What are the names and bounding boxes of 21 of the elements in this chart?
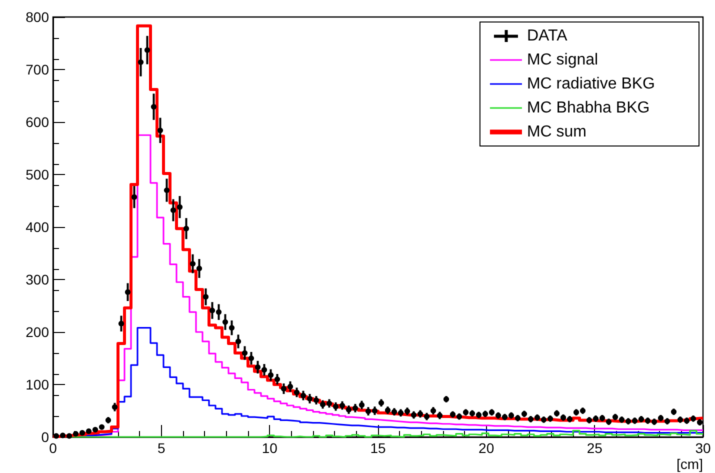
x-tick-label: 10	[262, 440, 278, 456]
y-tick-label: 400	[26, 219, 50, 235]
legend-label: MC Bhabha BKG	[526, 100, 650, 116]
x-tick-label: 25	[586, 440, 603, 456]
y-tick-label: 600	[26, 114, 50, 130]
x-tick-label: 5	[157, 440, 166, 456]
legend-label: DATA	[526, 28, 568, 44]
x-tick-label: 30	[695, 440, 711, 456]
x-tick-label: 15	[370, 440, 386, 456]
y-tick-label: 800	[26, 9, 50, 25]
y-tick-label: 200	[26, 324, 50, 340]
x-tick-label: 20	[478, 440, 494, 456]
legend-label: MC signal	[526, 52, 598, 68]
y-tick-label: 0	[41, 429, 50, 445]
y-tick-label: 700	[26, 62, 50, 78]
y-tick-label: 100	[26, 376, 50, 392]
y-tick-label: 500	[26, 166, 50, 182]
legend-label: MC sum	[526, 124, 587, 140]
legend-label: MC radiative BKG	[526, 76, 656, 92]
x-axis-title: [cm]	[676, 456, 703, 472]
y-tick-label: 300	[26, 272, 50, 288]
